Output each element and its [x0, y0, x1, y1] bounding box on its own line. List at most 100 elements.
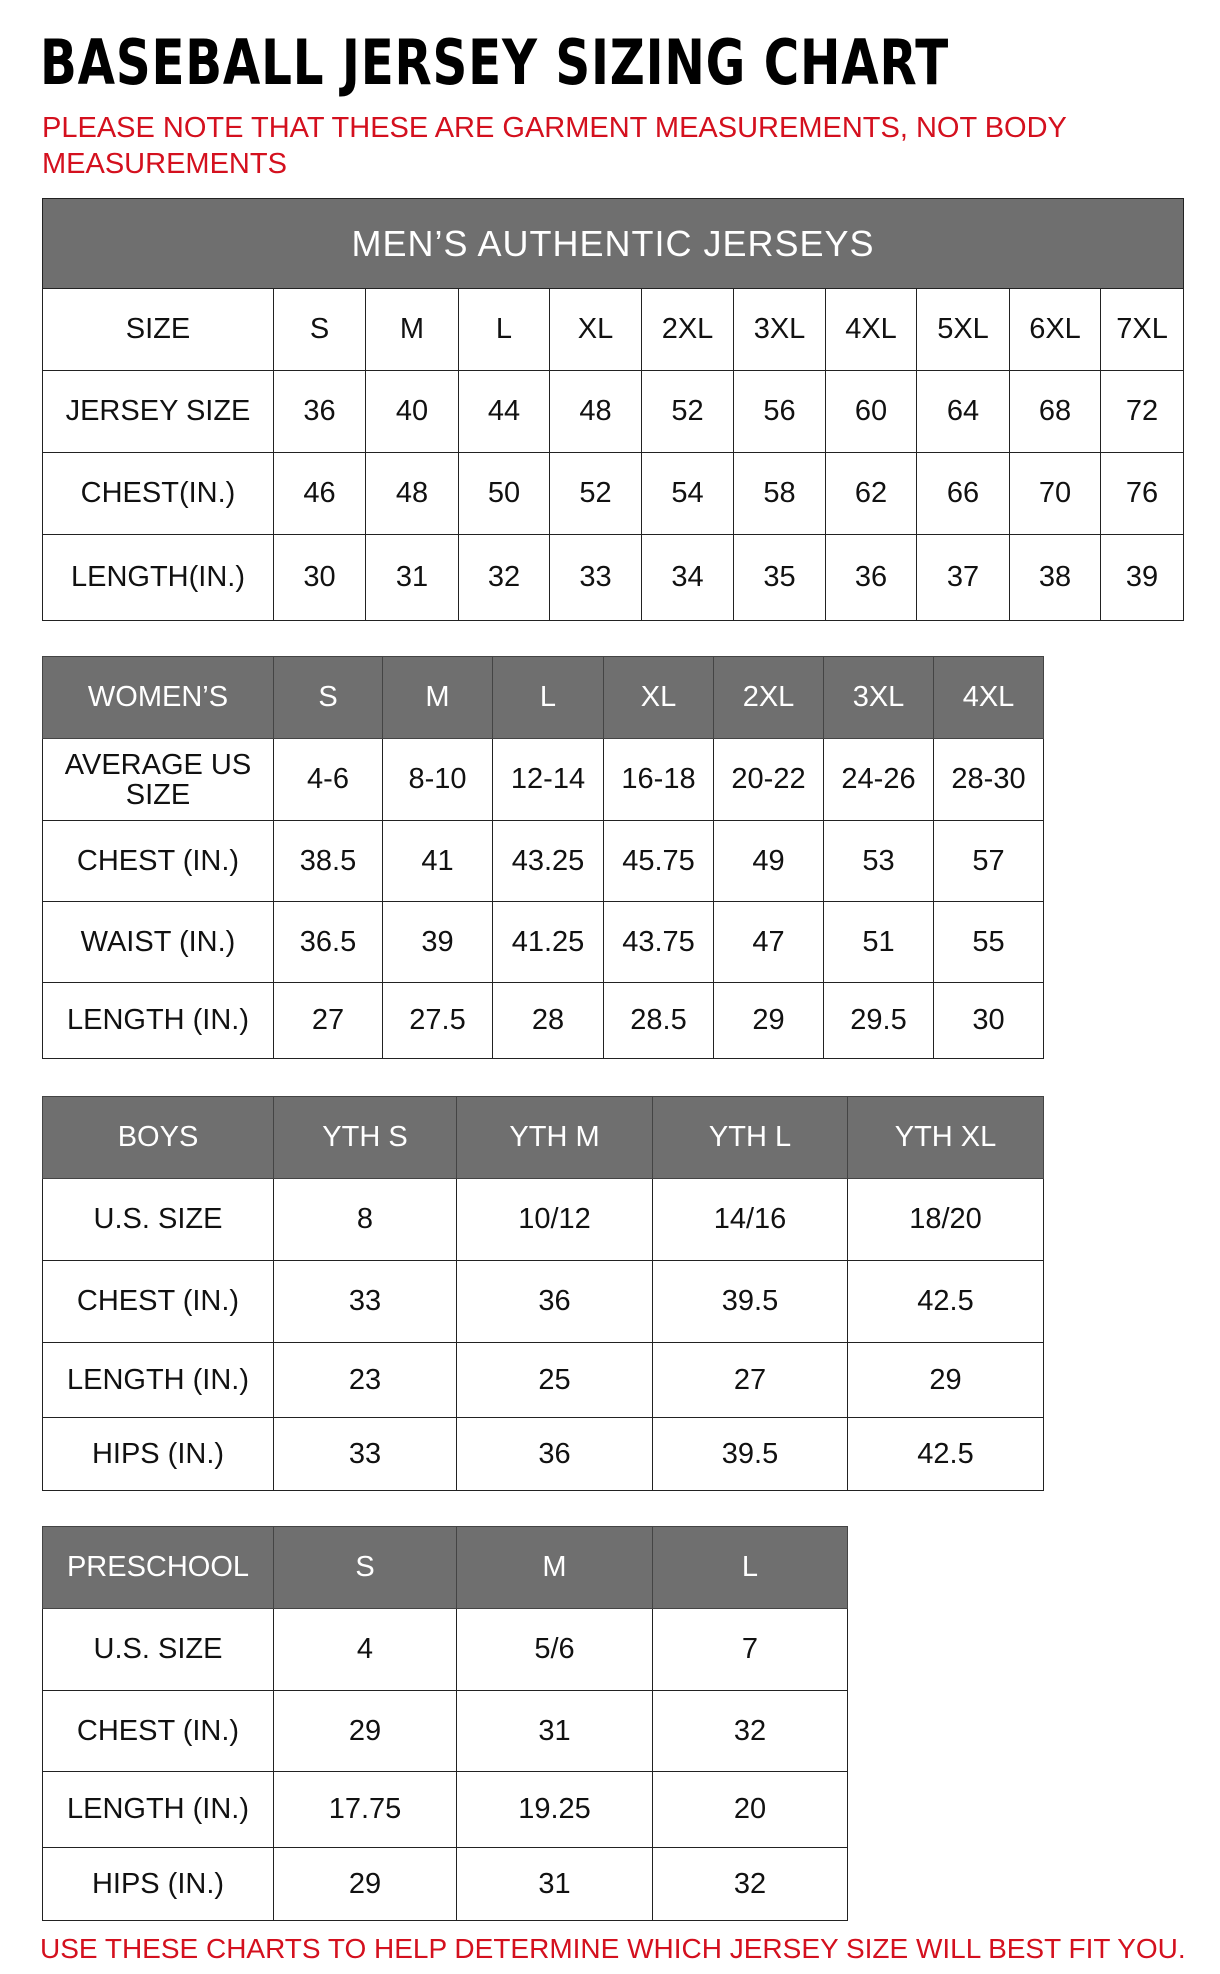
measurement-cell: 45.75	[603, 820, 714, 902]
table-row: U.S. SIZE 4 5/6 7	[42, 1608, 848, 1691]
measurement-cell: 60	[825, 370, 917, 453]
measurement-cell: 58	[733, 452, 826, 535]
measurement-cell: 70	[1009, 452, 1101, 535]
measurement-cell: 36	[456, 1417, 653, 1491]
measurement-cell: 37	[916, 534, 1010, 621]
header-row: SIZE S M L XL 2XL 3XL 4XL 5XL 6XL 7XL	[42, 288, 1185, 371]
table-row: HIPS (IN.) 33 36 39.5 42.5	[42, 1417, 1044, 1491]
measurement-cell: 56	[733, 370, 826, 453]
measurement-cell: 43.75	[603, 901, 714, 983]
row-label: WAIST (IN.)	[42, 901, 274, 983]
table-row: LENGTH (IN.) 27 27.5 28 28.5 29 29.5 30	[42, 982, 1044, 1059]
measurement-cell: 5/6	[456, 1608, 653, 1691]
row-label-header: PRESCHOOL	[42, 1526, 274, 1609]
table-banner: MEN’S AUTHENTIC JERSEYS	[41, 198, 1185, 289]
size-column-header: L	[652, 1526, 848, 1609]
table-row: JERSEY SIZE 36 40 44 48 52 56 60 64 68 72	[42, 370, 1185, 453]
measurement-cell: 49	[713, 820, 824, 902]
size-column-header: 3XL	[733, 288, 826, 371]
measurement-cell: 47	[713, 901, 824, 983]
row-label: LENGTH(IN.)	[42, 534, 274, 621]
measurement-cell: 42.5	[847, 1417, 1044, 1491]
table-row: U.S. SIZE 8 10/12 14/16 18/20	[42, 1178, 1044, 1261]
measurement-cell: 20	[652, 1771, 848, 1848]
measurement-cell: 24-26	[823, 738, 934, 821]
size-column-header: YTH M	[456, 1096, 653, 1179]
measurement-cell: 39.5	[652, 1417, 848, 1491]
measurement-cell: 29	[273, 1690, 457, 1772]
measurement-cell: 38	[1009, 534, 1101, 621]
size-column-header: M	[365, 288, 459, 371]
measurement-cell: 36	[456, 1260, 653, 1343]
measurement-cell: 31	[365, 534, 459, 621]
row-label-header: WOMEN’S	[42, 656, 274, 739]
measurement-cell: 33	[273, 1260, 457, 1343]
table-row: CHEST (IN.) 29 31 32	[42, 1690, 848, 1772]
table-row: CHEST (IN.) 38.5 41 43.25 45.75 49 53 57	[42, 820, 1044, 902]
size-column-header: YTH L	[652, 1096, 848, 1179]
measurement-cell: 62	[825, 452, 917, 535]
measurement-cell: 64	[916, 370, 1010, 453]
measurement-cell: 53	[823, 820, 934, 902]
measurement-cell: 57	[933, 820, 1044, 902]
size-column-header: 5XL	[916, 288, 1010, 371]
size-column-header: 2XL	[641, 288, 734, 371]
measurement-cell: 54	[641, 452, 734, 535]
measurement-cell: 52	[641, 370, 734, 453]
header-row: BOYS YTH S YTH M YTH L YTH XL	[42, 1096, 1044, 1179]
size-column-header: XL	[603, 656, 714, 739]
size-column-header: S	[273, 288, 366, 371]
measurement-cell: 32	[652, 1847, 848, 1921]
measurement-cell: 28	[492, 982, 604, 1059]
size-column-header: L	[458, 288, 550, 371]
measurement-cell: 48	[365, 452, 459, 535]
row-label: AVERAGE US SIZE	[42, 738, 274, 821]
measurement-cell: 36	[273, 370, 366, 453]
measurement-cell: 36.5	[273, 901, 383, 983]
table-row: LENGTH (IN.) 23 25 27 29	[42, 1342, 1044, 1418]
measurement-cell: 40	[365, 370, 459, 453]
measurement-cell: 18/20	[847, 1178, 1044, 1261]
row-label: CHEST (IN.)	[42, 820, 274, 902]
measurement-cell: 48	[549, 370, 642, 453]
measurement-cell: 41	[382, 820, 493, 902]
table-row: CHEST (IN.) 33 36 39.5 42.5	[42, 1260, 1044, 1343]
measurement-cell: 32	[458, 534, 550, 621]
measurement-cell: 33	[273, 1417, 457, 1491]
measurement-cell: 30	[273, 534, 366, 621]
measurement-cell: 29.5	[823, 982, 934, 1059]
measurement-cell: 4-6	[273, 738, 383, 821]
measurement-cell: 41.25	[492, 901, 604, 983]
measurement-cell: 50	[458, 452, 550, 535]
measurement-cell: 72	[1099, 370, 1185, 453]
size-column-header: YTH S	[273, 1096, 457, 1179]
size-column-header: YTH XL	[847, 1096, 1044, 1179]
size-column-header: M	[456, 1526, 653, 1609]
row-label: CHEST (IN.)	[42, 1260, 274, 1343]
measurement-cell: 38.5	[273, 820, 383, 902]
measurement-cell: 52	[549, 452, 642, 535]
measurement-cell: 29	[713, 982, 824, 1059]
measurement-cell: 16-18	[603, 738, 714, 821]
row-label-header: BOYS	[42, 1096, 274, 1179]
measurement-cell: 27	[273, 982, 383, 1059]
measurement-cell: 25	[456, 1342, 653, 1418]
measurement-cell: 42.5	[847, 1260, 1044, 1343]
row-label: LENGTH (IN.)	[42, 982, 274, 1059]
measurement-cell: 35	[733, 534, 826, 621]
measurement-cell: 29	[847, 1342, 1044, 1418]
measurement-cell: 76	[1099, 452, 1185, 535]
measurement-cell: 12-14	[492, 738, 604, 821]
table-row: WAIST (IN.) 36.5 39 41.25 43.75 47 51 55	[42, 901, 1044, 983]
measurement-cell: 46	[273, 452, 366, 535]
measurement-cell: 31	[456, 1847, 653, 1921]
row-label: LENGTH (IN.)	[42, 1342, 274, 1418]
measurement-cell: 30	[933, 982, 1044, 1059]
table-row: AVERAGE US SIZE 4-6 8-10 12-14 16-18 20-22 24-…	[42, 738, 1044, 821]
size-column-header: M	[382, 656, 493, 739]
measurement-cell: 51	[823, 901, 934, 983]
measurement-cell: 33	[549, 534, 642, 621]
row-label: CHEST(IN.)	[42, 452, 274, 535]
row-label: HIPS (IN.)	[42, 1847, 274, 1921]
measurement-cell: 31	[456, 1690, 653, 1772]
